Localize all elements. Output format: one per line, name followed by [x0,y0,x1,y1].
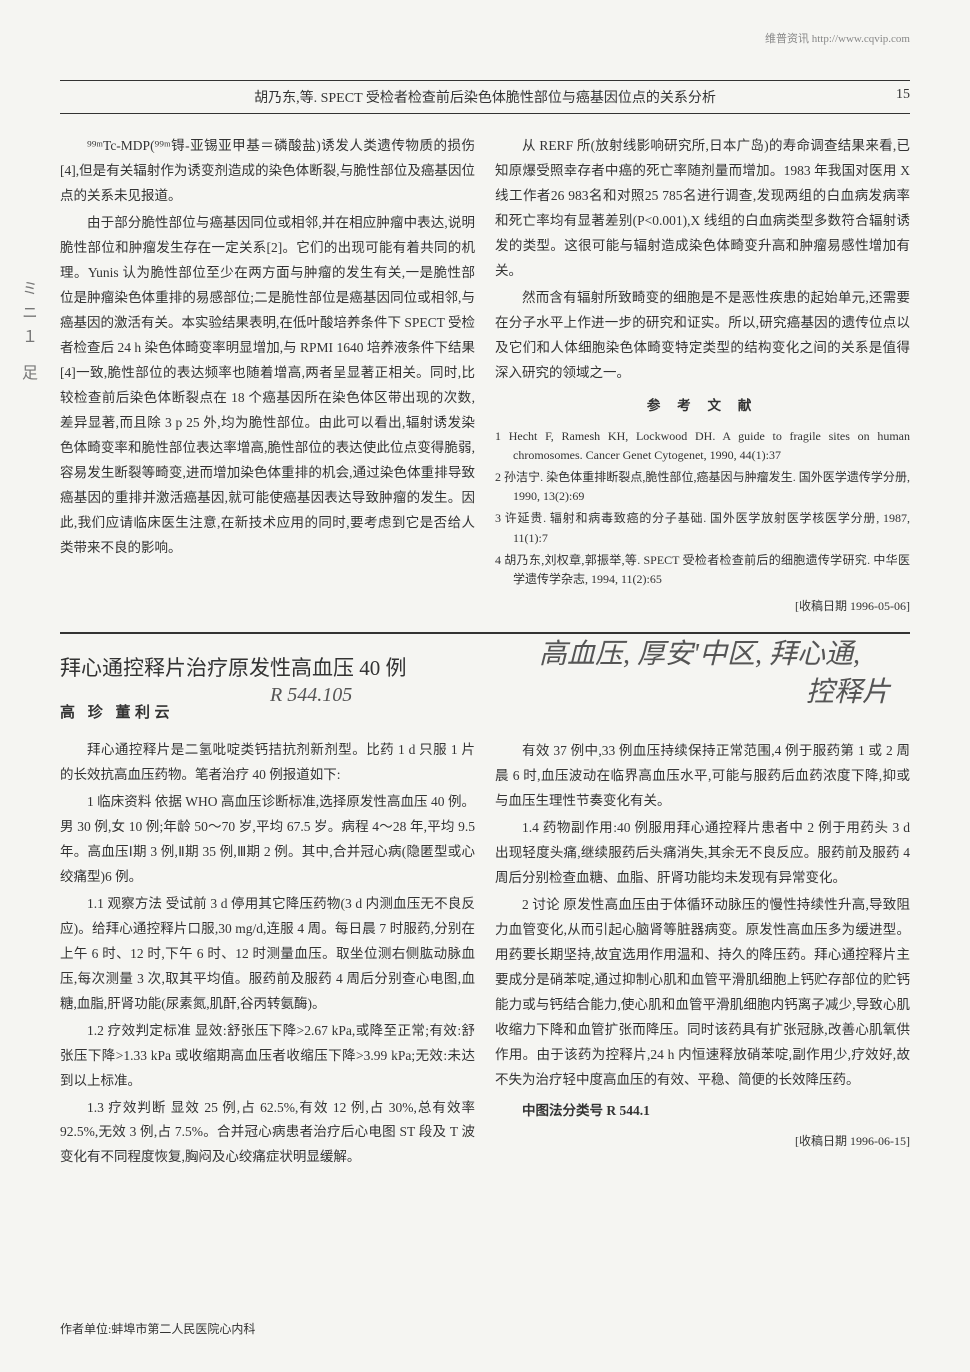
paragraph: 然而含有辐射所致畸变的细胞是不是恶性疾患的起始单元,还需要在分子水平上作进一步的… [495,286,910,386]
reference-item: 3 许延贵. 辐射和病毒致癌的分子基础. 国外医学放射医学核医学分册, 1987… [495,509,910,547]
paragraph: 从 RERF 所(放射线影响研究所,日本广岛)的寿命调查结果来看,已知原爆受照幸… [495,134,910,284]
reference-item: 4 胡乃东,刘权章,郭振举,等. SPECT 受检者检查前后的细胞遗传学研究. … [495,551,910,589]
side-marks: ミニ１ 足 [15,280,39,388]
upper-right-column: 从 RERF 所(放射线影响研究所,日本广岛)的寿命调查结果来看,已知原爆受照幸… [495,134,910,617]
page-header: 胡乃东,等. SPECT 受检者检查前后染色体脆性部位与癌基因位点的关系分析 1… [60,80,910,114]
paragraph: ⁹⁹ᵐTc-MDP(⁹⁹ᵐ锝-亚锡亚甲基＝磷酸盐)诱发人类遗传物质的损伤[4],… [60,134,475,209]
handwritten-note: 高血压, 厚安'中区, 拜心通, [539,632,860,672]
article-title: 拜心通控释片治疗原发性高血压 40 例 [60,649,475,688]
lower-content: 拜心通控释片治疗原发性高血压 40 例 高 珍 董利云 拜心通控释片是二氢吡啶类… [60,649,910,1172]
header-title: 胡乃东,等. SPECT 受检者检查前后染色体脆性部位与癌基因位点的关系分析 [254,91,716,106]
paragraph: 1.2 疗效判定标准 显效:舒张压下降>2.67 kPa,或降至正常;有效:舒张… [60,1019,475,1094]
receive-date: [收稿日期 1996-05-06] [495,595,910,617]
author-affiliation: 作者单位:蚌埠市第二人民医院心内科 [60,1320,255,1337]
reference-item: 2 孙洁宁. 染色体重排断裂点,脆性部位,癌基因与肿瘤发生. 国外医学遗传学分册… [495,468,910,506]
upper-content: ⁹⁹ᵐTc-MDP(⁹⁹ᵐ锝-亚锡亚甲基＝磷酸盐)诱发人类遗传物质的损伤[4],… [60,134,910,617]
paragraph: 1 临床资料 依据 WHO 高血压诊断标准,选择原发性高血压 40 例。男 30… [60,790,475,890]
watermark: 维普资讯 http://www.cqvip.com [765,30,910,46]
paragraph: 1.3 疗效判断 显效 25 例,占 62.5%,有效 12 例,占 30%,总… [60,1096,475,1171]
handwritten-note: R 544.105 [270,684,352,707]
page-number: 15 [896,87,910,103]
author-names: 高 珍 董利云 [60,700,475,728]
paragraph: 拜心通控释片是二氢吡啶类钙拮抗剂新剂型。比药 1 d 只服 1 片的长效抗高血压… [60,738,475,788]
receive-date: [收稿日期 1996-06-15] [495,1130,910,1152]
paragraph: 1.4 药物副作用:40 例服用拜心通控释片患者中 2 例于用药头 3 d 出现… [495,816,910,891]
reference-item: 1 Hecht F, Ramesh KH, Lockwood DH. A gui… [495,427,910,465]
lower-right-column: 有效 37 例中,33 例血压持续保持正常范围,4 例于服药第 1 或 2 周晨… [495,649,910,1172]
paragraph: 有效 37 例中,33 例血压持续保持正常范围,4 例于服药第 1 或 2 周晨… [495,739,910,814]
handwritten-note: 控释片 [806,670,890,710]
references-heading: 参 考 文 献 [495,394,910,419]
paragraph: 2 讨论 原发性高血压由于体循环动脉压的慢性持续性升高,导致阻力血管变化,从而引… [495,893,910,1093]
paragraph: 1.1 观察方法 受试前 3 d 停用其它降压药物(3 d 内测血压无不良反应)… [60,892,475,1017]
lower-left-column: 拜心通控释片治疗原发性高血压 40 例 高 珍 董利云 拜心通控释片是二氢吡啶类… [60,649,475,1172]
paragraph: 由于部分脆性部位与癌基因同位或相邻,并在相应肿瘤中表达,说明脆性部位和肿瘤发生存… [60,211,475,561]
upper-left-column: ⁹⁹ᵐTc-MDP(⁹⁹ᵐ锝-亚锡亚甲基＝磷酸盐)诱发人类遗传物质的损伤[4],… [60,134,475,617]
classification-number: 中图法分类号 R 544.1 [495,1099,910,1124]
